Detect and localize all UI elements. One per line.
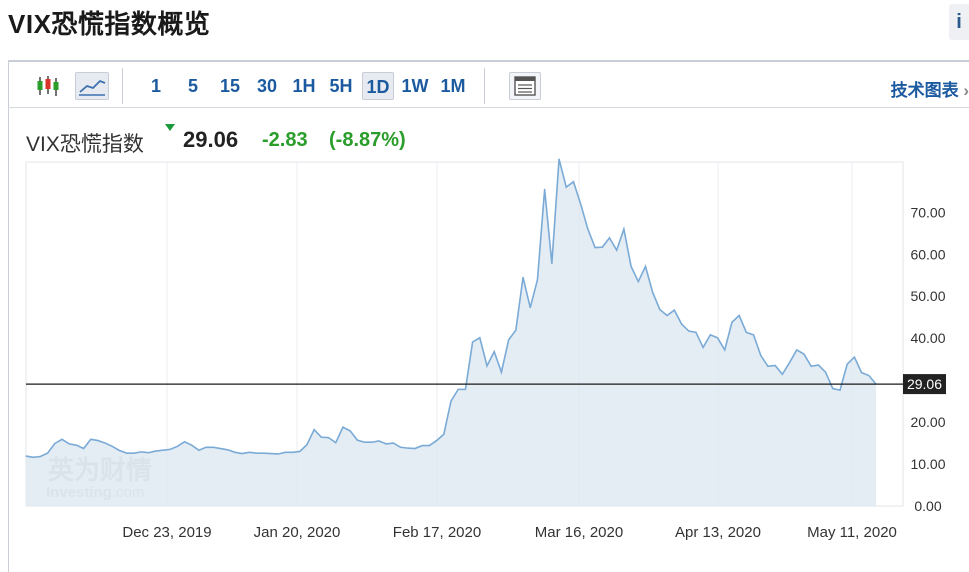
timeframe-30[interactable]: 30	[256, 76, 278, 96]
timeframe-1[interactable]: 1	[150, 76, 161, 96]
tech-chart-link[interactable]: 技术图表 ›	[891, 76, 969, 101]
toolbar-separator	[484, 68, 485, 104]
page-title: VIX恐慌指数概览	[8, 9, 211, 39]
timeframe-1w[interactable]: 1W	[401, 76, 429, 96]
chart-toolbar: 1 5 15 30 1H 5H 1D 1W 1M 技术图表 ›	[8, 62, 969, 108]
down-arrow-icon	[165, 124, 175, 131]
timeframe-1h[interactable]: 1H	[292, 76, 316, 96]
candlestick-chart-icon[interactable]	[34, 72, 62, 100]
quote-last-price: 29.06	[183, 127, 239, 152]
tech-chart-label: 技术图表	[890, 81, 959, 100]
timeframe-15[interactable]: 15	[219, 76, 241, 96]
quote-change-percent: (-8.87%)	[329, 129, 406, 151]
timeframe-1m[interactable]: 1M	[440, 76, 466, 96]
chart-panel	[8, 60, 969, 572]
quote-name: VIX恐慌指数	[26, 133, 144, 156]
chevron-right-icon: ›	[963, 81, 969, 100]
timeframe-1d[interactable]: 1D	[362, 72, 394, 100]
toolbar-separator	[122, 68, 123, 104]
timeframe-5[interactable]: 5	[187, 76, 198, 96]
line-chart-icon[interactable]	[75, 72, 109, 100]
quote-change: -2.83	[262, 129, 308, 151]
timeframe-5h[interactable]: 5H	[329, 76, 353, 96]
info-icon[interactable]: i	[949, 4, 969, 40]
table-view-icon[interactable]	[509, 72, 541, 100]
